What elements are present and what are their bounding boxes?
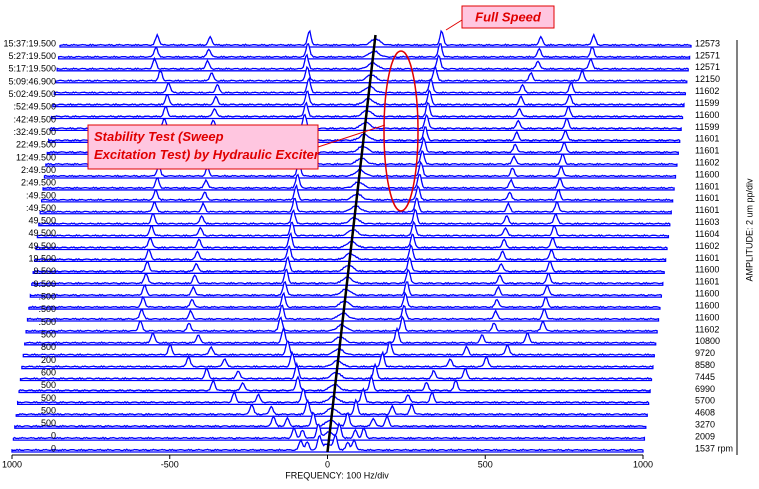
rpm-label: 7445 — [695, 372, 715, 382]
rpm-label: 2009 — [695, 431, 715, 441]
rpm-label: 11600 — [695, 289, 719, 299]
time-label: 600 — [41, 367, 56, 377]
rpm-label: 5700 — [695, 396, 715, 406]
time-label: 49.500 — [28, 228, 56, 238]
time-label: 0 — [51, 431, 56, 441]
annotation-arrow — [317, 124, 386, 148]
rpm-label: 11601 — [695, 205, 719, 215]
rpm-label: 12573 — [695, 38, 720, 48]
x-tick-label: 0 — [325, 459, 330, 469]
time-label: 500 — [41, 405, 56, 415]
time-label: 9.500 — [33, 266, 56, 276]
time-label: :49.500 — [26, 190, 56, 200]
rpm-label: 8580 — [695, 360, 715, 370]
rpm-label: 10800 — [695, 336, 720, 346]
time-label: :52:49.500 — [13, 102, 56, 112]
rpm-label: 11600 — [695, 169, 719, 179]
time-label: 2:49.500 — [21, 178, 56, 188]
annotation: Stability Test (Sweep Excitation Test) by… — [94, 129, 320, 162]
rpm-label: 11603 — [695, 217, 719, 227]
time-label: :42:49.500 — [13, 114, 56, 124]
time-label: .500 — [38, 304, 56, 314]
x-axis-label: FREQUENCY: 100 Hz/div — [285, 470, 389, 480]
rpm-label: 11600 — [695, 300, 719, 310]
rpm-label: 12571 — [695, 62, 720, 72]
annotation-box — [87, 124, 319, 170]
x-tick-label: 500 — [478, 459, 493, 469]
time-label: 500 — [41, 418, 56, 428]
x-tick-label: 1000 — [2, 459, 22, 469]
time-label: 500 — [41, 393, 56, 403]
rpm-label: 11599 — [695, 98, 719, 108]
rpm-label: 11601 — [695, 253, 719, 263]
amplitude-label: AMPLITUDE: 2 um pp/div — [744, 178, 754, 282]
annotation-box — [461, 5, 555, 29]
annotation-arrow — [445, 19, 463, 31]
rpm-label: 12571 — [695, 50, 720, 60]
rpm-label: 11601 — [695, 146, 719, 156]
rpm-label: 11600 — [695, 265, 719, 275]
rpm-label: 11604 — [695, 229, 719, 239]
annotation: Full Speed — [475, 9, 542, 24]
x-tick-label: 1000 — [633, 459, 653, 469]
time-label: 0 — [51, 443, 56, 453]
annotation-ellipse — [383, 50, 419, 212]
time-label: .500 — [38, 292, 56, 302]
x-tick-label: -500 — [161, 459, 179, 469]
time-label: 15:37:19.500 — [3, 38, 56, 48]
rpm-label: 11601 — [695, 193, 719, 203]
time-label: 9.500 — [33, 279, 56, 289]
time-label: 49.500 — [28, 216, 56, 226]
zero-line — [326, 34, 377, 453]
rpm-label: 12150 — [695, 74, 720, 84]
rpm-label: 11600 — [695, 110, 719, 120]
time-label: 2:49.500 — [21, 165, 56, 175]
rpm-label: 3270 — [695, 420, 715, 430]
time-label: 800 — [41, 342, 56, 352]
rpm-label: 1537 rpm — [695, 443, 733, 453]
time-label: 5:02:49.500 — [8, 89, 56, 99]
rpm-label: 11602 — [695, 86, 719, 96]
rpm-label: 9720 — [695, 348, 715, 358]
rpm-label: 11600 — [695, 312, 719, 322]
time-label: 5:09:46.900 — [8, 76, 56, 86]
time-label: 12:49.500 — [16, 152, 56, 162]
rpm-label: 11601 — [695, 181, 719, 191]
rpm-label: 11602 — [695, 324, 719, 334]
time-label: 5:17:19.500 — [8, 64, 56, 74]
time-label: :32:49.500 — [13, 127, 56, 137]
time-label: 500 — [41, 329, 56, 339]
rpm-label: 4608 — [695, 408, 715, 418]
time-label: 19.500 — [28, 254, 56, 264]
time-label: 200 — [41, 355, 56, 365]
rpm-label: 11601 — [695, 134, 719, 144]
rpm-label: 11602 — [695, 241, 719, 251]
time-label: 49.500 — [28, 241, 56, 251]
rpm-label: 11602 — [695, 157, 719, 167]
time-label: :49.500 — [26, 203, 56, 213]
time-label: 5:27:19.500 — [8, 51, 56, 61]
rpm-label: 11599 — [695, 122, 719, 132]
time-label: 22:49.500 — [16, 140, 56, 150]
time-label: .500 — [38, 317, 56, 327]
rpm-label: 11601 — [695, 277, 719, 287]
time-label: 500 — [41, 380, 56, 390]
rpm-label: 6990 — [695, 384, 715, 394]
